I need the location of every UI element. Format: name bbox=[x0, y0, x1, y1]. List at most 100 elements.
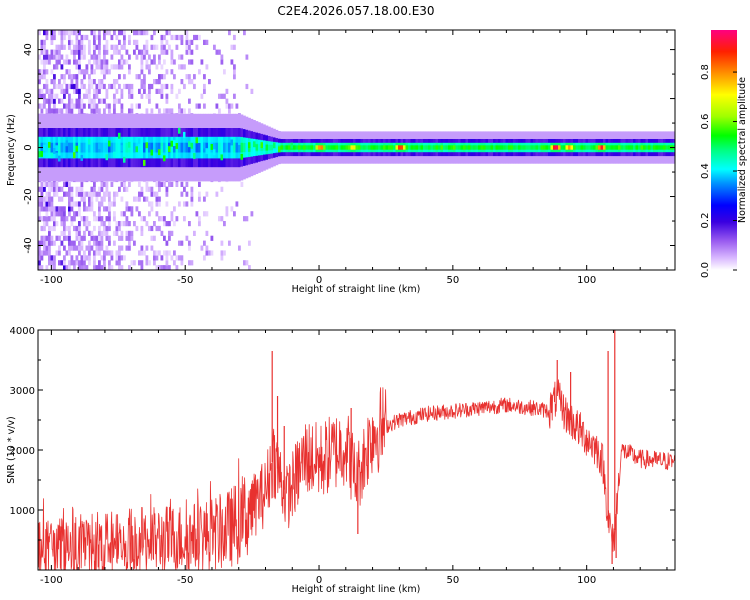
spectrogram-noise-cell bbox=[165, 250, 169, 256]
spectrogram-noise-cell bbox=[50, 93, 54, 99]
spectrogram-noise-cell bbox=[130, 230, 134, 236]
spectrogram-noise-cell bbox=[58, 196, 61, 202]
spectrogram-noise-cell bbox=[95, 103, 99, 109]
spectrogram-noise-cell bbox=[93, 54, 96, 60]
spectrogram-noise-cell bbox=[95, 240, 99, 246]
spectrogram-noise-cell bbox=[93, 265, 96, 270]
spectrogram-core-cell bbox=[163, 142, 166, 153]
spectrogram-noise-cell bbox=[148, 211, 151, 217]
spectrogram-core-cell bbox=[563, 145, 566, 150]
spectrogram-noise-cell bbox=[175, 93, 179, 99]
spectrogram-noise-cell bbox=[55, 191, 59, 197]
spectrogram-noise-cell bbox=[88, 103, 91, 109]
spectrogram-noise-cell bbox=[80, 39, 84, 45]
spectrogram-noise-cell bbox=[123, 59, 126, 65]
spectrogram-noise-cell bbox=[40, 44, 44, 50]
spectrogram-noise-cell bbox=[103, 221, 106, 227]
spectrogram-core-cell bbox=[108, 142, 111, 153]
spectrogram-noise-cell bbox=[170, 34, 174, 41]
spectrogram-noise-cell bbox=[98, 59, 101, 65]
spectrogram-noise-cell bbox=[168, 230, 171, 236]
spectrogram-noise-cell bbox=[98, 108, 101, 114]
spectrogram-noise-cell bbox=[178, 240, 181, 246]
spectrogram-blob-cell bbox=[213, 149, 216, 156]
spectrogram-noise-cell bbox=[158, 74, 161, 80]
spectrogram-noise-cell bbox=[115, 49, 119, 55]
spectrogram-noise-cell bbox=[183, 201, 186, 207]
spectrogram-noise-cell bbox=[158, 216, 161, 222]
spectrogram-noise-cell bbox=[195, 34, 199, 41]
spectrogram-noise-cell bbox=[78, 211, 81, 217]
spectrogram-noise-cell bbox=[220, 255, 224, 261]
spectrogram-noise-cell bbox=[90, 54, 94, 60]
spectrogram-noise-cell bbox=[50, 88, 54, 94]
spectrogram-noise-cell bbox=[108, 265, 111, 270]
spectrogram-core-cell bbox=[295, 145, 299, 150]
spectrogram-noise-cell bbox=[188, 108, 191, 114]
spectrogram-noise-cell bbox=[123, 211, 126, 217]
spectrogram-noise-cell bbox=[153, 54, 156, 60]
spectrogram-x-tick-label: -100 bbox=[40, 275, 63, 286]
spectrogram-noise-cell bbox=[103, 265, 106, 270]
spectrogram-noise-cell bbox=[63, 235, 66, 241]
spectrogram-noise-cell bbox=[113, 108, 116, 114]
spectrogram-core-cell bbox=[50, 142, 54, 153]
spectrogram-blob-cell bbox=[240, 153, 244, 160]
spectrogram-core-cell bbox=[363, 145, 366, 150]
spectrogram-noise-cell bbox=[125, 186, 129, 192]
spectrogram-noise-cell bbox=[143, 250, 146, 256]
spectrogram-noise-cell bbox=[38, 250, 41, 256]
colorbar-tick-label: 0.6 bbox=[700, 114, 711, 130]
spectrogram-noise-cell bbox=[185, 74, 189, 80]
spectrogram-noise-cell bbox=[73, 225, 76, 232]
spectrogram-noise-cell bbox=[173, 260, 176, 266]
spectrogram-noise-cell bbox=[60, 221, 64, 227]
spectrogram-noise-cell bbox=[75, 201, 79, 207]
spectrogram-noise-cell bbox=[198, 196, 201, 202]
spectrogram-noise-cell bbox=[65, 54, 69, 60]
spectrogram-noise-cell bbox=[103, 59, 106, 65]
spectrogram-noise-cell bbox=[68, 245, 71, 251]
spectrogram-noise-cell bbox=[50, 255, 54, 261]
spectrogram-noise-cell bbox=[100, 240, 104, 246]
spectrogram-core-cell bbox=[110, 142, 114, 153]
spectrogram-x-tick-label: 100 bbox=[577, 275, 596, 286]
spectrogram-noise-cell bbox=[103, 196, 106, 202]
spectrogram-noise-cell bbox=[70, 186, 74, 192]
spectrogram-noise-cell bbox=[113, 98, 116, 104]
spectrogram-noise-cell bbox=[63, 260, 66, 266]
spectrogram-noise-cell bbox=[93, 186, 96, 192]
spectrogram-noise-cell bbox=[88, 59, 91, 65]
spectrogram-noise-cell bbox=[105, 93, 109, 99]
spectrogram-noise-cell bbox=[90, 108, 94, 114]
spectrogram-noise-cell bbox=[185, 49, 189, 55]
snr-series-clip bbox=[38, 330, 675, 570]
snr-y-tick-label: 3000 bbox=[10, 386, 35, 397]
spectrogram-noise-cell bbox=[155, 79, 159, 85]
spectrogram-noise-cell bbox=[78, 221, 81, 227]
spectrogram-noise-cell bbox=[160, 181, 164, 187]
spectrogram-noise-cell bbox=[70, 255, 74, 261]
spectrogram-core-cell bbox=[280, 145, 284, 150]
spectrogram-noise-cell bbox=[70, 221, 74, 227]
spectrogram-noise-cell bbox=[70, 260, 74, 266]
spectrogram-noise-cell bbox=[143, 216, 146, 222]
spectrogram-noise-cell bbox=[130, 88, 134, 94]
spectrogram-noise-cell bbox=[53, 181, 56, 187]
spectrogram-core-cell bbox=[485, 145, 489, 150]
spectrogram-core-cell bbox=[360, 145, 364, 150]
spectrogram-noise-cell bbox=[60, 211, 64, 217]
spectrogram-core-cell bbox=[410, 145, 414, 150]
spectrogram-noise-cell bbox=[83, 34, 86, 41]
spectrogram-noise-cell bbox=[140, 93, 144, 99]
spectrogram-noise-cell bbox=[200, 93, 204, 99]
spectrogram-blob-cell bbox=[40, 151, 44, 157]
spectrogram-core-cell bbox=[308, 145, 311, 150]
spectrogram-noise-cell bbox=[120, 88, 124, 94]
snr-x-axis-label: Height of straight line (km) bbox=[292, 584, 421, 595]
spectrogram-noise-cell bbox=[103, 69, 106, 75]
spectrogram-noise-cell bbox=[108, 191, 111, 197]
spectrogram-core-cell bbox=[600, 145, 604, 150]
spectrogram-noise-cell bbox=[160, 74, 164, 80]
spectrogram-x-tick-label: 0 bbox=[316, 275, 322, 286]
